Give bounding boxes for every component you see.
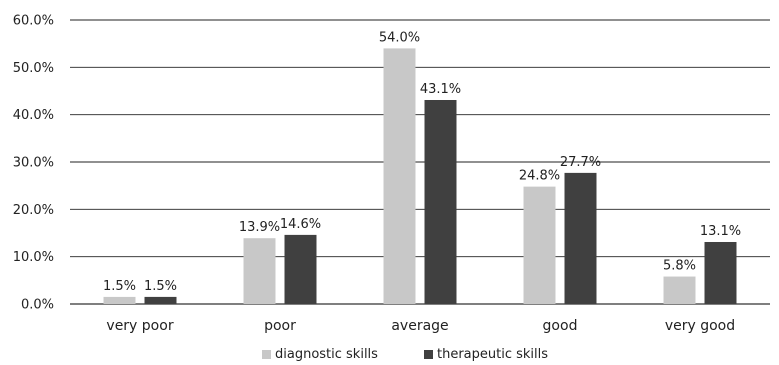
bar [284,234,317,304]
data-label: 13.1% [700,224,741,239]
category-label: very poor [106,318,173,334]
y-tick-label: 20.0% [13,203,54,218]
bars [103,48,737,305]
data-label: 27.7% [560,155,601,170]
bar [144,296,177,304]
y-axis-ticks: 0.0% 10.0% 20.0% 30.0% 40.0% 50.0% 60.0% [13,14,54,313]
data-label: 24.8% [519,169,560,184]
data-label: 1.5% [103,279,136,294]
data-label: 43.1% [420,82,461,97]
bar [663,276,696,304]
bar [523,186,556,304]
data-label: 54.0% [379,30,420,45]
bar [103,296,136,304]
legend-label: therapeutic skills [437,347,548,362]
y-tick-label: 60.0% [13,14,54,29]
bar [424,99,457,304]
legend-swatch [262,350,271,359]
y-tick-label: 50.0% [13,61,54,76]
y-tick-label: 40.0% [13,108,54,123]
data-label: 1.5% [144,279,177,294]
category-label: good [543,318,578,334]
y-tick-label: 30.0% [13,156,54,171]
gridlines [70,19,770,305]
category-label: average [391,318,448,334]
legend: diagnostic skills therapeutic skills [262,347,548,362]
category-label: poor [264,318,296,334]
data-labels: 1.5% 1.5% 13.9% 14.6% 54.0% 43.1% 24.8%27.7% 5.… [103,30,741,294]
bar [243,238,276,304]
category-labels: very poor poor average good very good [106,318,735,334]
data-label: 13.9% [239,220,280,235]
data-label: 14.6% [280,217,321,232]
y-tick-label: 0.0% [21,298,54,313]
category-label: very good [665,318,735,334]
bar [704,241,737,304]
bar [383,48,416,305]
bar [564,172,597,304]
legend-swatch [424,350,433,359]
legend-label: diagnostic skills [275,347,378,362]
y-tick-label: 10.0% [13,250,54,265]
data-label: 5.8% [663,259,696,274]
